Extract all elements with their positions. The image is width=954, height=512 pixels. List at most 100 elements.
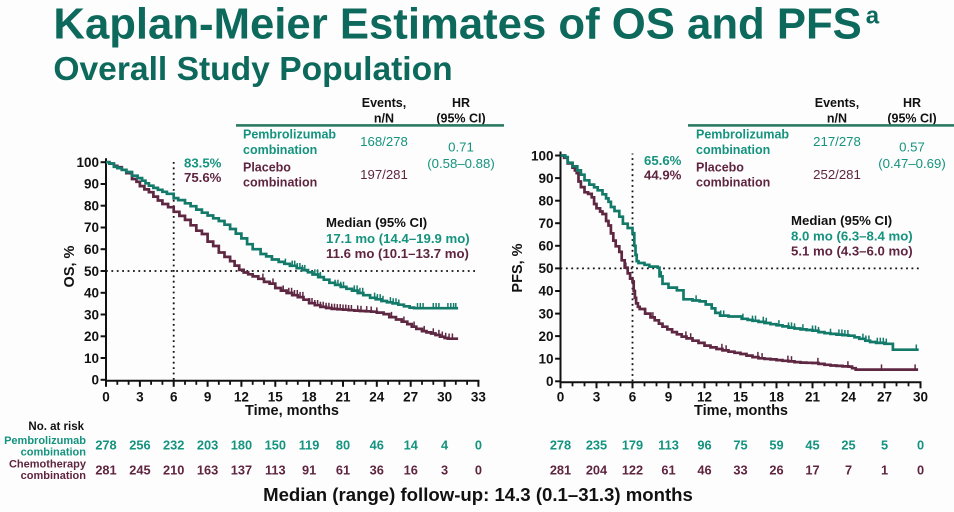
svg-text:(95% CI): (95% CI) bbox=[436, 111, 485, 125]
svg-text:24: 24 bbox=[841, 390, 857, 405]
svg-text:113: 113 bbox=[658, 438, 679, 453]
svg-text:33: 33 bbox=[733, 463, 747, 478]
svg-text:Median (range) follow-up: 14.3: Median (range) follow-up: 14.3 (0.1–31.3… bbox=[263, 484, 693, 505]
svg-text:46: 46 bbox=[697, 463, 711, 478]
svg-text:83.5%: 83.5% bbox=[184, 156, 222, 171]
svg-text:0: 0 bbox=[917, 463, 924, 478]
svg-text:11.6 mo (10.1–13.7 mo): 11.6 mo (10.1–13.7 mo) bbox=[326, 246, 469, 261]
svg-text:163: 163 bbox=[197, 463, 218, 478]
svg-text:Kaplan-Meier Estimates of OS a: Kaplan-Meier Estimates of OS and PFS bbox=[53, 0, 861, 48]
svg-text:15: 15 bbox=[268, 390, 284, 405]
svg-text:combination: combination bbox=[243, 176, 317, 190]
svg-text:232: 232 bbox=[163, 438, 184, 453]
svg-text:24: 24 bbox=[369, 390, 385, 405]
svg-text:9: 9 bbox=[204, 390, 212, 405]
svg-text:0: 0 bbox=[475, 438, 482, 453]
svg-text:30: 30 bbox=[538, 306, 553, 321]
svg-text:0.71: 0.71 bbox=[448, 140, 474, 155]
svg-text:15: 15 bbox=[733, 390, 749, 405]
svg-text:Pembrolizumab: Pembrolizumab bbox=[4, 435, 86, 447]
svg-text:No. at risk: No. at risk bbox=[28, 421, 84, 433]
svg-text:26: 26 bbox=[769, 463, 783, 478]
svg-text:278: 278 bbox=[550, 438, 571, 453]
svg-text:90: 90 bbox=[538, 171, 553, 186]
svg-text:80: 80 bbox=[84, 199, 99, 214]
svg-text:10: 10 bbox=[538, 352, 553, 367]
svg-text:0: 0 bbox=[557, 390, 565, 405]
svg-text:0: 0 bbox=[546, 374, 554, 389]
svg-text:4: 4 bbox=[441, 438, 449, 453]
svg-text:combination: combination bbox=[21, 446, 87, 458]
svg-text:3: 3 bbox=[593, 390, 601, 405]
svg-text:203: 203 bbox=[197, 438, 218, 453]
svg-text:Pembrolizumab: Pembrolizumab bbox=[243, 128, 336, 142]
svg-text:100: 100 bbox=[531, 148, 554, 163]
svg-text:n/N: n/N bbox=[827, 111, 847, 125]
svg-text:122: 122 bbox=[622, 463, 643, 478]
svg-text:0.57: 0.57 bbox=[899, 140, 925, 155]
svg-text:80: 80 bbox=[336, 438, 350, 453]
svg-text:0: 0 bbox=[475, 463, 482, 478]
svg-text:137: 137 bbox=[231, 463, 252, 478]
svg-text:combination: combination bbox=[696, 143, 770, 157]
svg-text:a: a bbox=[866, 2, 880, 29]
svg-text:61: 61 bbox=[661, 463, 675, 478]
svg-text:75: 75 bbox=[733, 438, 747, 453]
svg-text:245: 245 bbox=[129, 463, 150, 478]
svg-text:27: 27 bbox=[877, 390, 892, 405]
svg-text:18: 18 bbox=[769, 390, 785, 405]
svg-text:PFS, %: PFS, % bbox=[510, 243, 526, 292]
svg-text:21: 21 bbox=[805, 390, 821, 405]
svg-text:7: 7 bbox=[845, 463, 852, 478]
svg-text:113: 113 bbox=[265, 463, 286, 478]
svg-text:3: 3 bbox=[441, 463, 448, 478]
svg-text:9: 9 bbox=[665, 390, 673, 405]
svg-text:30: 30 bbox=[84, 307, 99, 322]
svg-text:Placebo: Placebo bbox=[243, 160, 291, 174]
svg-text:Median (95% CI): Median (95% CI) bbox=[791, 213, 892, 228]
svg-text:combination: combination bbox=[21, 470, 87, 482]
svg-text:Time, months: Time, months bbox=[245, 403, 339, 419]
svg-text:90: 90 bbox=[84, 177, 99, 192]
svg-text:210: 210 bbox=[163, 463, 184, 478]
svg-text:50: 50 bbox=[84, 264, 99, 279]
svg-text:281: 281 bbox=[95, 463, 116, 478]
svg-text:8.0 mo (6.3–8.4 mo): 8.0 mo (6.3–8.4 mo) bbox=[791, 229, 913, 244]
svg-text:14: 14 bbox=[404, 438, 419, 453]
svg-text:17.1 mo (14.4–19.9 mo): 17.1 mo (14.4–19.9 mo) bbox=[326, 231, 470, 246]
svg-text:70: 70 bbox=[538, 216, 553, 231]
svg-text:0: 0 bbox=[102, 390, 110, 405]
svg-text:197/281: 197/281 bbox=[360, 167, 408, 182]
svg-text:45: 45 bbox=[805, 438, 819, 453]
svg-text:61: 61 bbox=[336, 463, 350, 478]
svg-text:204: 204 bbox=[586, 463, 608, 478]
svg-text:OS, %: OS, % bbox=[62, 245, 78, 287]
svg-text:Chemotherapy: Chemotherapy bbox=[9, 459, 87, 471]
svg-text:60: 60 bbox=[538, 239, 553, 254]
svg-text:n/N: n/N bbox=[374, 111, 394, 125]
svg-text:150: 150 bbox=[265, 438, 286, 453]
svg-text:Median (95% CI): Median (95% CI) bbox=[326, 215, 427, 230]
svg-text:80: 80 bbox=[538, 193, 553, 208]
svg-text:40: 40 bbox=[538, 284, 553, 299]
svg-text:0: 0 bbox=[917, 438, 924, 453]
svg-text:179: 179 bbox=[622, 438, 643, 453]
svg-text:16: 16 bbox=[404, 463, 418, 478]
svg-text:46: 46 bbox=[370, 438, 384, 453]
svg-text:217/278: 217/278 bbox=[813, 134, 861, 149]
svg-text:6: 6 bbox=[629, 390, 637, 405]
svg-text:(0.58–0.88): (0.58–0.88) bbox=[427, 156, 494, 171]
svg-text:30: 30 bbox=[913, 390, 928, 405]
svg-text:235: 235 bbox=[586, 438, 607, 453]
svg-text:36: 36 bbox=[370, 463, 384, 478]
svg-text:12: 12 bbox=[697, 390, 712, 405]
svg-text:17: 17 bbox=[805, 463, 819, 478]
svg-text:27: 27 bbox=[403, 390, 418, 405]
svg-text:combination: combination bbox=[243, 143, 317, 157]
svg-text:91: 91 bbox=[302, 463, 316, 478]
svg-text:278: 278 bbox=[95, 438, 116, 453]
svg-text:5: 5 bbox=[881, 438, 888, 453]
svg-text:252/281: 252/281 bbox=[813, 167, 861, 182]
svg-text:119: 119 bbox=[299, 438, 320, 453]
svg-text:65.6%: 65.6% bbox=[644, 153, 682, 168]
